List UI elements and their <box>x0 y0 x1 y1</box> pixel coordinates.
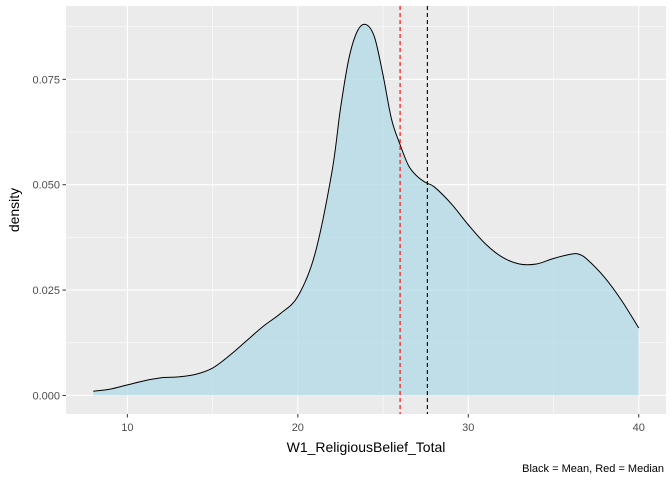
y-tick-label: 0.050 <box>32 180 60 192</box>
x-tick-label: 10 <box>121 422 133 434</box>
axis-ticks <box>62 78 640 418</box>
y-tick-label: 0.075 <box>32 74 60 86</box>
density-area <box>93 24 639 396</box>
chart-caption: Black = Mean, Red = Median <box>522 463 664 475</box>
density-line <box>93 23 640 392</box>
y-tick-label: 0.025 <box>32 285 60 297</box>
y-tick-label: 0.000 <box>32 390 60 402</box>
x-tick-label: 40 <box>633 422 645 434</box>
reference-lines <box>399 6 428 414</box>
x-tick-label: 20 <box>292 422 304 434</box>
x-tick-labels: 10 20 30 40 <box>121 422 645 434</box>
density-layer <box>93 23 640 396</box>
y-axis-title: density <box>6 188 22 232</box>
y-tick-labels: 0.000 0.025 0.050 0.075 <box>32 74 60 402</box>
x-axis-title: W1_ReligiousBelief_Total <box>287 439 446 455</box>
x-tick-label: 30 <box>462 422 474 434</box>
